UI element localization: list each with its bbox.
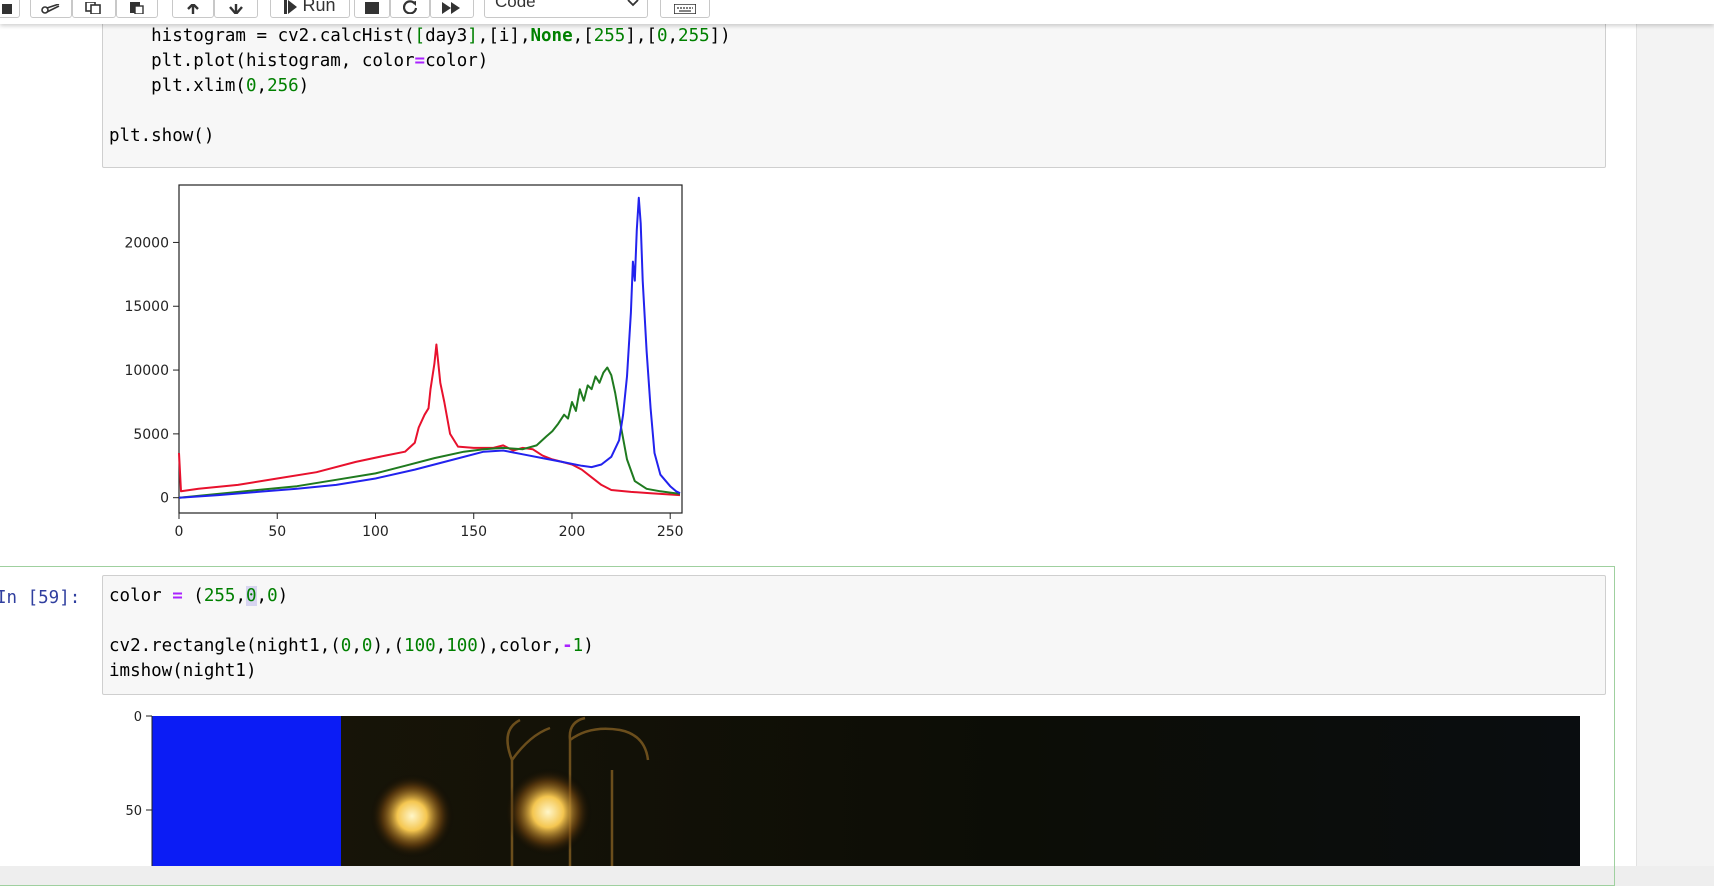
keyboard-icon [674,4,696,14]
restart-run-all-button[interactable] [430,0,474,18]
image-output: 0 50 [125,710,1580,866]
fast-forward-icon [442,2,460,14]
night-photo [152,716,1580,866]
run-button[interactable]: Run [270,0,350,18]
copy-button[interactable] [72,0,116,18]
command-palette-button[interactable] [660,0,710,18]
copy-icon [85,2,101,14]
cell-type-value: Code [495,0,536,11]
x-tick-label: 250 [657,524,684,540]
axis-ticks: 0 50 100 150 200 250 0 5000 10000 15000 20000 [124,235,683,540]
blue-rectangle [152,716,341,866]
y-tick-label: 5000 [133,427,169,443]
save-button[interactable] [0,0,20,18]
y-tick-label: 15000 [124,299,169,315]
code-line: plt.xlim(0,256) [109,76,310,96]
arrow-up-icon [187,4,199,14]
run-button-label: Run [302,0,336,15]
x-tick-label: 100 [362,524,389,540]
interrupt-kernel-button[interactable] [354,0,390,18]
arrow-down-icon [229,4,243,14]
code-line: imshow(night1) [109,661,257,681]
cut-button[interactable] [30,0,72,18]
histogram-line [178,343,681,497]
x-tick-label: 200 [559,524,586,540]
code-line: color = (255,0,0) [109,586,289,606]
paste-icon [130,2,144,14]
notebook-toolbar: Run Code [0,0,1714,24]
y-tick-label: 20000 [124,235,169,251]
chevron-down-icon [627,0,639,11]
x-tick-label: 150 [460,524,487,540]
lamp-glow [504,768,592,856]
code-cell-input[interactable]: for i, color in enumerate(colors): histo… [102,0,1606,168]
y-tick-label: 10000 [124,363,169,379]
histogram-chart: 0 50 100 150 200 250 0 5000 10000 15000 20000 [124,184,684,540]
restart-kernel-button[interactable] [390,0,430,18]
code-line: plt.show() [109,126,215,146]
restart-icon [403,0,417,14]
plot-frame [178,184,683,514]
paste-button[interactable] [116,0,158,18]
step-forward-icon [284,0,298,14]
code-line: histogram = cv2.calcHist([day3],[i],None… [109,26,731,46]
histogram-line [178,196,681,499]
stop-icon [365,2,379,14]
x-tick-label: 50 [268,524,286,540]
lamp-glow [370,774,454,858]
x-tick-label: 0 [175,524,184,540]
y-tick-label: 50 [125,804,142,819]
right-gutter [1636,0,1714,866]
plot-lines [178,196,681,499]
scissors-icon [41,4,60,14]
cell-type-select[interactable]: Code [484,0,648,18]
code-line: plt.plot(histogram, color=color) [109,51,489,71]
save-icon [2,4,12,14]
y-tick-label: 0 [160,491,169,507]
input-prompt: In [59]: [0,588,81,608]
code-cell-input[interactable]: color = (255,0,0) cv2.rectangle(night1,(… [102,575,1606,695]
code-line: cv2.rectangle(night1,(0,0),(100,100),col… [109,636,594,656]
move-down-button[interactable] [214,0,258,18]
y-tick-label: 0 [134,710,142,725]
move-up-button[interactable] [172,0,214,18]
